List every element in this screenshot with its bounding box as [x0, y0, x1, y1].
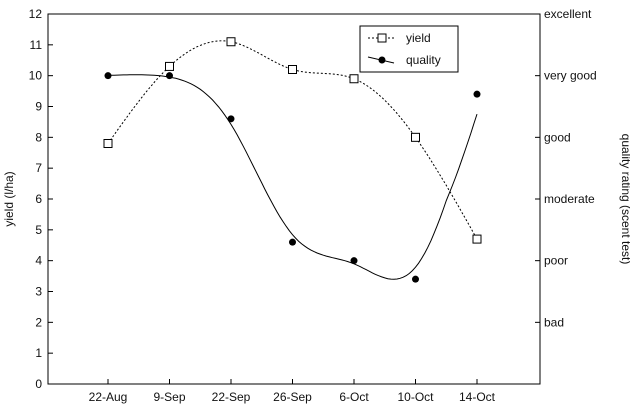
y2-axis-title: quality rating (scent test) — [619, 134, 630, 265]
y2-tick-label: bad — [544, 315, 564, 329]
point-quality — [166, 72, 173, 80]
y-tick-label: 5 — [35, 223, 42, 237]
y-tick-label: 2 — [35, 315, 42, 329]
y-tick-label: 12 — [29, 7, 43, 21]
point-yield — [472, 234, 482, 244]
y-tick-label: 4 — [35, 254, 42, 268]
legend-label-quality: quality — [406, 53, 441, 67]
y-tick-label: 3 — [35, 285, 42, 299]
y-axis-title: yield (l/ha) — [2, 171, 16, 226]
x-tick-label: 22-Aug — [89, 390, 128, 404]
y2-tick-label: excellent — [544, 7, 592, 21]
point-quality — [412, 275, 419, 283]
point-quality — [227, 115, 235, 123]
y-tick-label: 11 — [30, 38, 43, 52]
x-tick-label: 9-Sep — [153, 390, 185, 404]
point-yield — [226, 37, 236, 47]
y2-tick-label: moderate — [544, 192, 595, 206]
legend-item-yield: yield — [368, 31, 431, 45]
x-axis: 22-Aug 9-Sep 22-Sep 26-Sep 6-Oct 10-Oct 14-Oct — [89, 379, 496, 404]
data-markers — [103, 37, 482, 283]
y-tick-label: 8 — [35, 130, 42, 144]
point-yield — [349, 74, 359, 84]
legend-marker-quality — [378, 56, 386, 64]
point-yield — [103, 139, 113, 148]
y-tick-label: 7 — [35, 161, 42, 175]
point-yield — [411, 132, 420, 142]
y-tick-label: 0 — [35, 377, 42, 391]
point-quality — [104, 72, 112, 80]
point-yield — [165, 61, 174, 71]
x-tick-label: 6-Oct — [339, 390, 369, 404]
y2-tick-label: good — [544, 130, 571, 144]
plot-area — [47, 13, 541, 385]
y-tick-label: 9 — [35, 100, 42, 114]
y2-axis: excellent very good good moderate poor bad — [535, 7, 597, 329]
legend: yield quality — [359, 25, 459, 73]
legend-label-yield: yield — [406, 31, 431, 45]
point-quality — [473, 90, 481, 98]
point-yield — [288, 65, 297, 74]
y-tick-label: 10 — [29, 69, 43, 83]
point-quality — [289, 238, 296, 246]
y-tick-label: 1 — [35, 346, 42, 360]
x-tick-label: 14-Oct — [459, 390, 496, 404]
legend-box — [359, 25, 459, 73]
point-quality — [350, 257, 358, 265]
y2-tick-label: very good — [544, 69, 597, 83]
legend-item-quality: quality — [367, 53, 441, 67]
legend-marker-yield — [377, 33, 387, 43]
y2-tick-label: poor — [544, 254, 568, 268]
x-tick-label: 26-Sep — [273, 390, 312, 404]
y-tick-label: 6 — [35, 192, 42, 206]
x-tick-label: 22-Sep — [212, 390, 251, 404]
x-tick-label: 10-Oct — [397, 390, 434, 404]
